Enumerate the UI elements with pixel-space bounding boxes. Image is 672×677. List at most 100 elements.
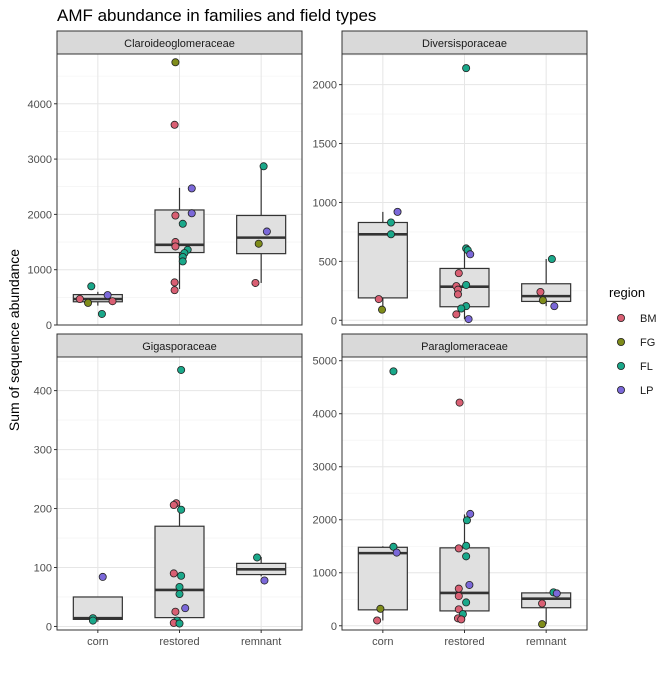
data-point-BM (457, 615, 466, 624)
facet-strip (341, 333, 588, 358)
legend-label: LP (640, 385, 653, 397)
y-tick-label: 5000 (313, 356, 337, 368)
y-tick-label: 0 (46, 621, 52, 633)
x-tick-label: remnant (526, 636, 566, 648)
data-point-FL (386, 230, 395, 239)
y-tick-label: 0 (331, 315, 337, 327)
y-tick-label: 200 (34, 504, 52, 516)
data-point-BM (75, 295, 84, 304)
data-point-FL (175, 590, 184, 599)
data-point-FL (462, 280, 471, 289)
data-point-FG (378, 305, 387, 314)
data-point-LP (187, 209, 196, 218)
x-tick-label: restored (159, 636, 199, 648)
legend-key-FG (617, 337, 626, 346)
data-point-FL (462, 516, 471, 525)
data-point-FG (84, 298, 93, 307)
facet-strip-label: Diversisporaceae (422, 38, 507, 50)
data-point-LP (552, 589, 561, 598)
legend-key-FL (617, 361, 626, 370)
y-tick-label: 2000 (313, 515, 337, 527)
facet-strip-label: Claroideoglomeraceae (124, 38, 235, 50)
data-point-BM (454, 592, 463, 601)
y-tick-label: 1500 (313, 139, 337, 151)
y-tick-label: 2000 (313, 80, 337, 92)
data-point-FG (538, 296, 547, 305)
data-point-BM (171, 607, 180, 616)
data-point-FL (178, 219, 187, 228)
data-point-LP (550, 302, 559, 311)
y-tick-label: 500 (319, 256, 337, 268)
box-corn (72, 596, 123, 622)
data-point-BM (455, 398, 464, 407)
data-point-BM (169, 500, 178, 509)
data-point-FL (88, 616, 97, 625)
data-point-LP (181, 604, 190, 613)
y-tick-label: 300 (34, 445, 52, 457)
x-tick-label: remnant (241, 636, 281, 648)
legend-label: FL (640, 361, 653, 373)
data-point-LP (98, 572, 107, 581)
legend-key-BM (617, 313, 626, 322)
data-point-FL (97, 309, 106, 318)
data-point-BM (108, 297, 117, 306)
data-point-LP (465, 580, 474, 589)
y-axis-label: Sum of sequence abundance (6, 249, 22, 431)
data-point-BM (373, 616, 382, 625)
legend-label: BM (640, 313, 657, 325)
data-point-LP (393, 207, 402, 216)
box-corn (357, 546, 408, 621)
box-corn (357, 211, 408, 310)
data-point-FL (457, 304, 466, 313)
data-point-FL (259, 162, 268, 171)
y-tick-label: 0 (331, 621, 337, 633)
data-point-BM (169, 569, 178, 578)
y-tick-label: 1000 (28, 265, 52, 277)
data-point-FG (376, 604, 385, 613)
box-remnant (236, 556, 287, 577)
data-point-LP (262, 227, 271, 236)
data-point-LP (187, 184, 196, 193)
data-point-FL (177, 571, 186, 580)
box-remnant (236, 166, 287, 283)
facet-panel: 0 100 200 300 400 Gigasporaceae corn restored re… (34, 333, 303, 648)
data-point-FL (462, 598, 471, 607)
box-restored (154, 187, 205, 290)
data-point-FL (462, 552, 471, 561)
legend-title: region (609, 285, 645, 300)
facet-panel: 0 500 1000 1500 2000 Diversisporaceae (313, 30, 588, 327)
data-point-FL (253, 553, 262, 562)
facet-panel: 0 1000 2000 3000 4000 Claroideoglomeraceae (28, 30, 303, 332)
data-point-BM (536, 288, 545, 297)
data-point-FL (178, 257, 187, 266)
data-point-FG (254, 239, 263, 248)
data-point-BM (454, 544, 463, 553)
y-tick-label: 0 (46, 320, 52, 332)
data-point-FL (462, 64, 471, 73)
box-iqr (357, 546, 408, 611)
data-point-BM (171, 242, 180, 251)
data-point-FL (547, 255, 556, 264)
data-point-FG (538, 620, 547, 629)
facet-panels: 01000200030004000Claroideoglomeraceae050… (28, 30, 588, 648)
y-tick-label: 1000 (313, 568, 337, 580)
data-point-BM (251, 278, 260, 287)
y-tick-label: 1000 (313, 197, 337, 209)
data-point-BM (454, 269, 463, 278)
facet-strip (56, 30, 303, 55)
box-iqr (72, 596, 123, 620)
x-tick-label: corn (372, 636, 393, 648)
data-point-FL (177, 365, 186, 374)
x-tick-label: corn (87, 636, 108, 648)
facet-strip-label: Paraglomeraceae (421, 341, 508, 353)
data-point-BM (170, 120, 179, 129)
box-iqr (154, 209, 205, 254)
y-tick-label: 4000 (28, 99, 52, 111)
box-remnant (521, 259, 572, 307)
y-tick-label: 2000 (28, 209, 52, 221)
legend: region BM FG FL LP (609, 285, 657, 397)
data-point-LP (392, 548, 401, 557)
data-point-LP (466, 509, 475, 518)
box-iqr (236, 214, 287, 255)
